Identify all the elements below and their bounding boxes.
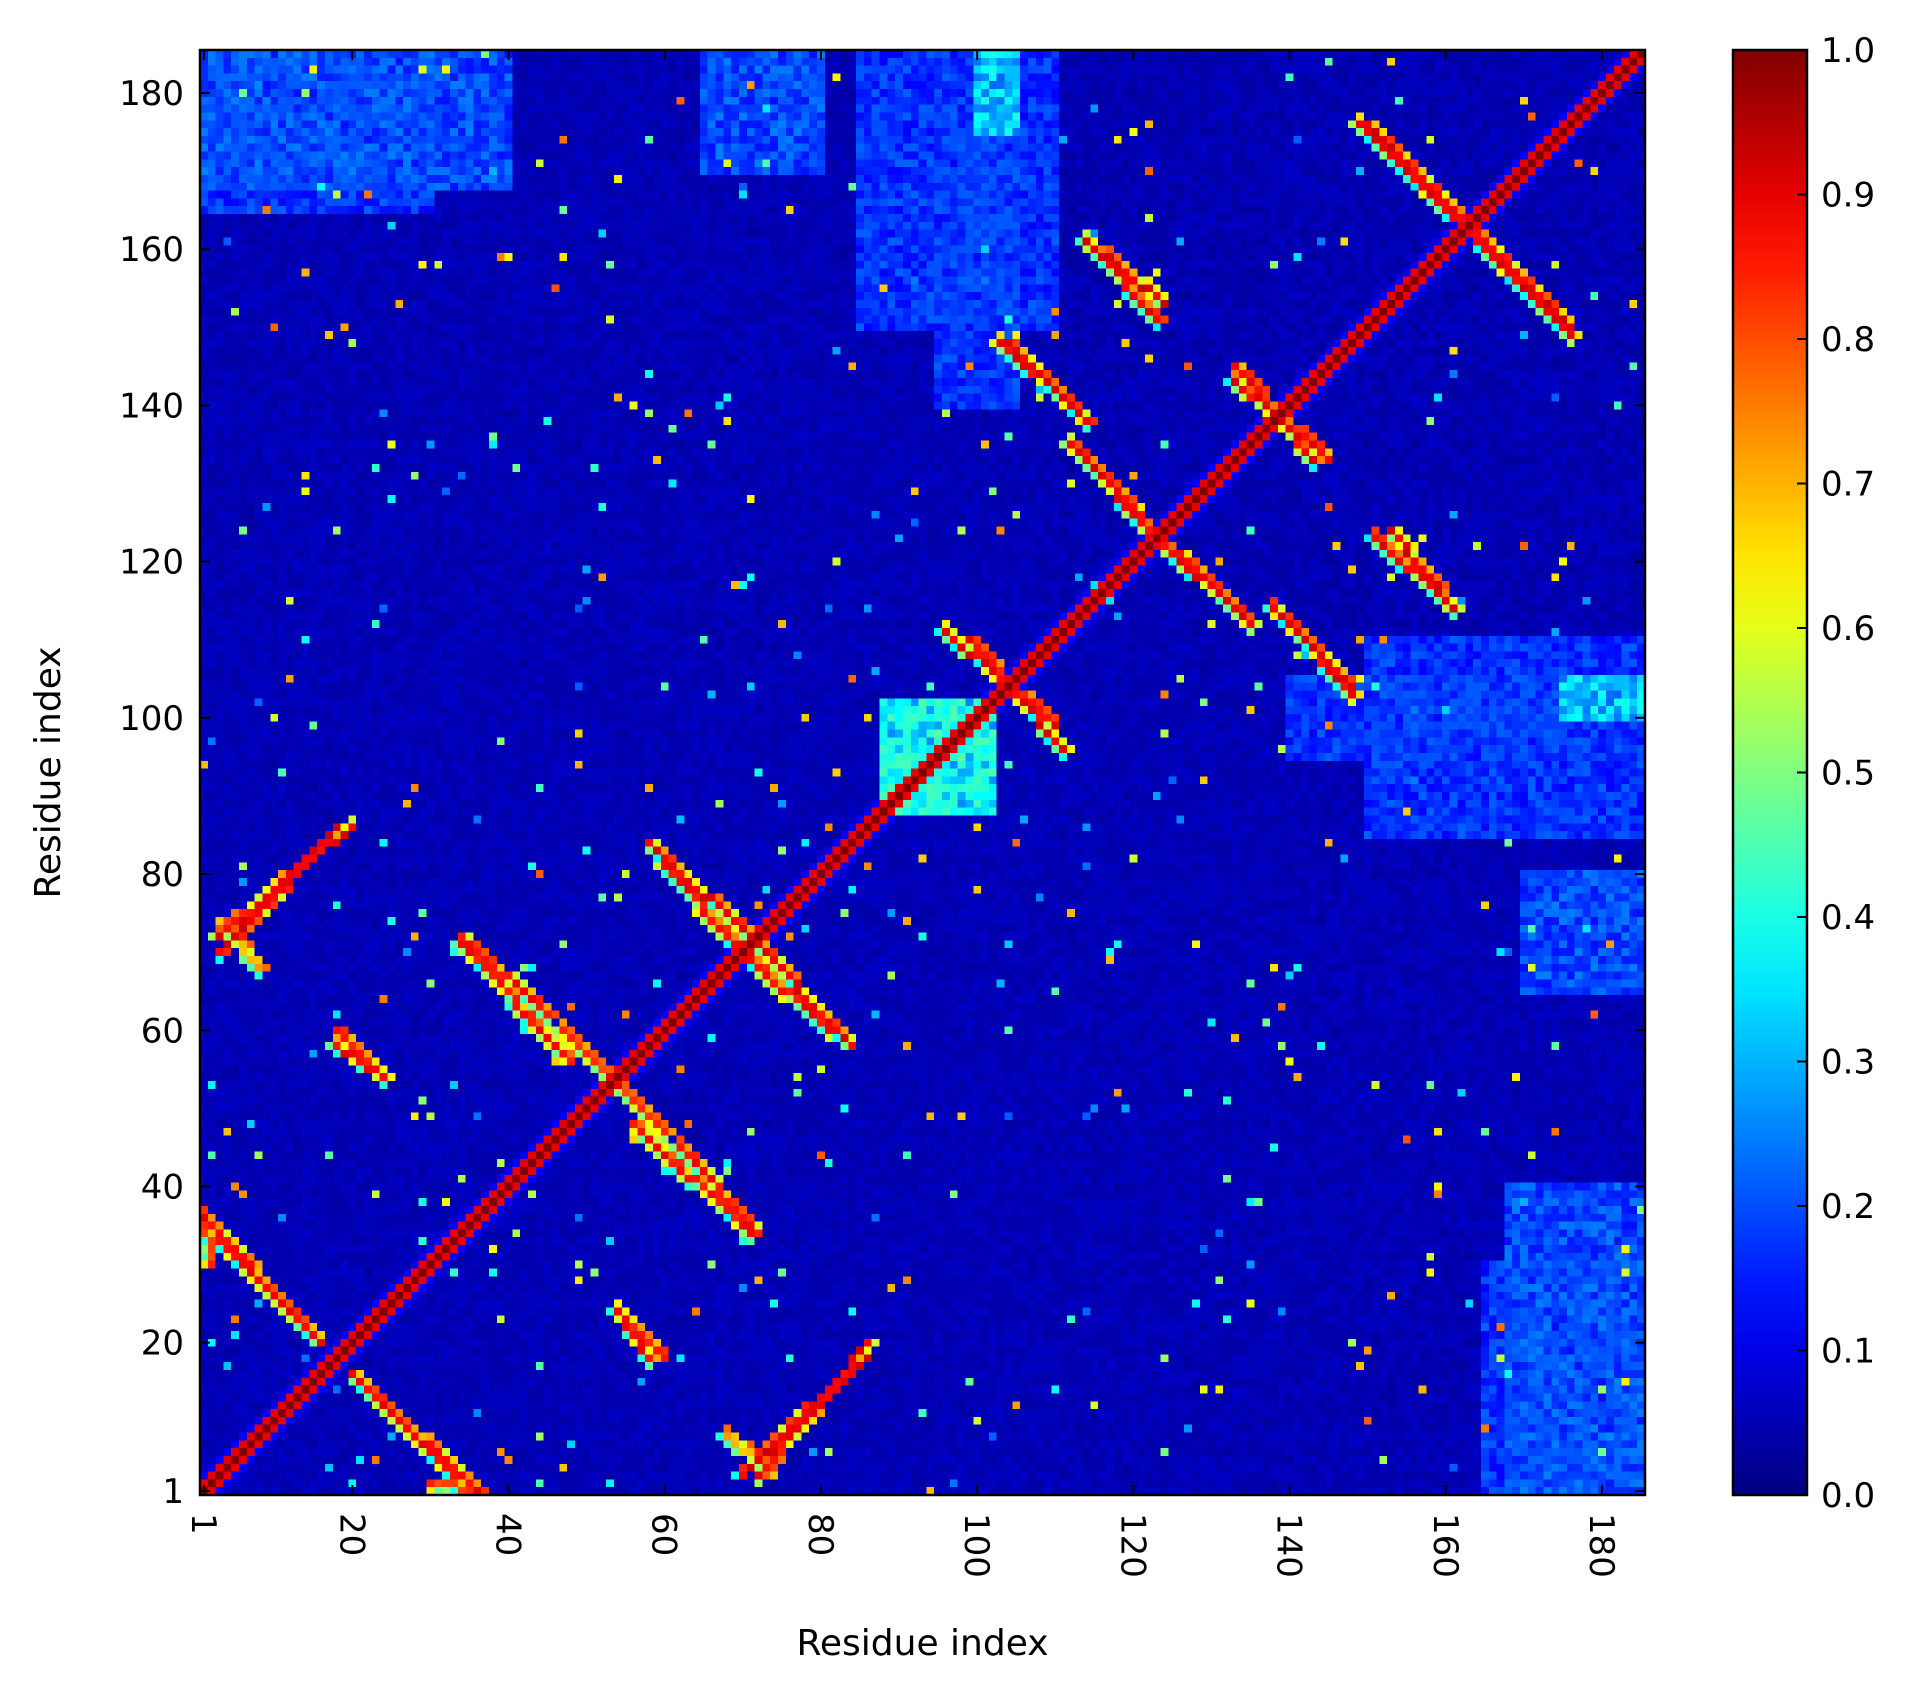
colorbar-ticks: 0.0 0.1 0.2 0.3 0.4 0.5 0.6 0.7 0.8 0.9 1.0 [1797, 31, 1875, 1516]
y-tick-label: 1 [162, 1472, 184, 1512]
x-tick-label: 20 [331, 1513, 371, 1556]
heatmap-image [200, 50, 1645, 1495]
heatmap-cells [200, 50, 1645, 1495]
y-tick-label: 20 [141, 1324, 184, 1364]
x-axis-ticks: 1 20 40 60 80 100 120 140 160 180 [183, 50, 1621, 1578]
y-tick-label: 140 [119, 386, 184, 426]
x-tick-label: 160 [1425, 1513, 1465, 1578]
colorbar [1731, 48, 1809, 1497]
plot-frame [198, 48, 1647, 1497]
colorbar-tick-label: 0.6 [1821, 609, 1875, 649]
y-tick-label: 100 [119, 699, 184, 739]
x-tick-label: 120 [1112, 1513, 1152, 1578]
x-tick-label: 180 [1581, 1513, 1621, 1578]
y-tick-label: 60 [141, 1011, 184, 1051]
y-tick-label: 160 [119, 230, 184, 270]
x-tick-label: 140 [1269, 1513, 1309, 1578]
colorbar-tick-label: 0.8 [1821, 320, 1875, 360]
colorbar-tick-label: 1.0 [1821, 31, 1875, 71]
x-tick-label: 1 [183, 1513, 223, 1535]
colorbar-tick-label: 0.5 [1821, 754, 1875, 794]
colorbar-tick-label: 0.2 [1821, 1187, 1875, 1227]
colorbar-tick-label: 0.7 [1821, 465, 1875, 505]
colorbar-tick-label: 0.3 [1821, 1043, 1875, 1083]
colorbar-tick-label: 0.1 [1821, 1332, 1875, 1372]
y-tick-label: 120 [119, 543, 184, 583]
y-tick-label: 80 [141, 855, 184, 895]
colorbar-tick-label: 0.9 [1821, 176, 1875, 216]
x-tick-label: 40 [488, 1513, 528, 1556]
colorbar-tick-label: 0.0 [1821, 1476, 1875, 1516]
y-tick-label: 40 [141, 1167, 184, 1207]
y-axis-label: Residue index [28, 646, 69, 898]
colorbar-tick-label: 0.4 [1821, 898, 1875, 938]
x-tick-label: 100 [956, 1513, 996, 1578]
x-tick-label: 80 [800, 1513, 840, 1556]
y-tick-label: 180 [119, 74, 184, 114]
x-tick-label: 60 [644, 1513, 684, 1556]
x-axis-label: Residue index [796, 1623, 1048, 1664]
